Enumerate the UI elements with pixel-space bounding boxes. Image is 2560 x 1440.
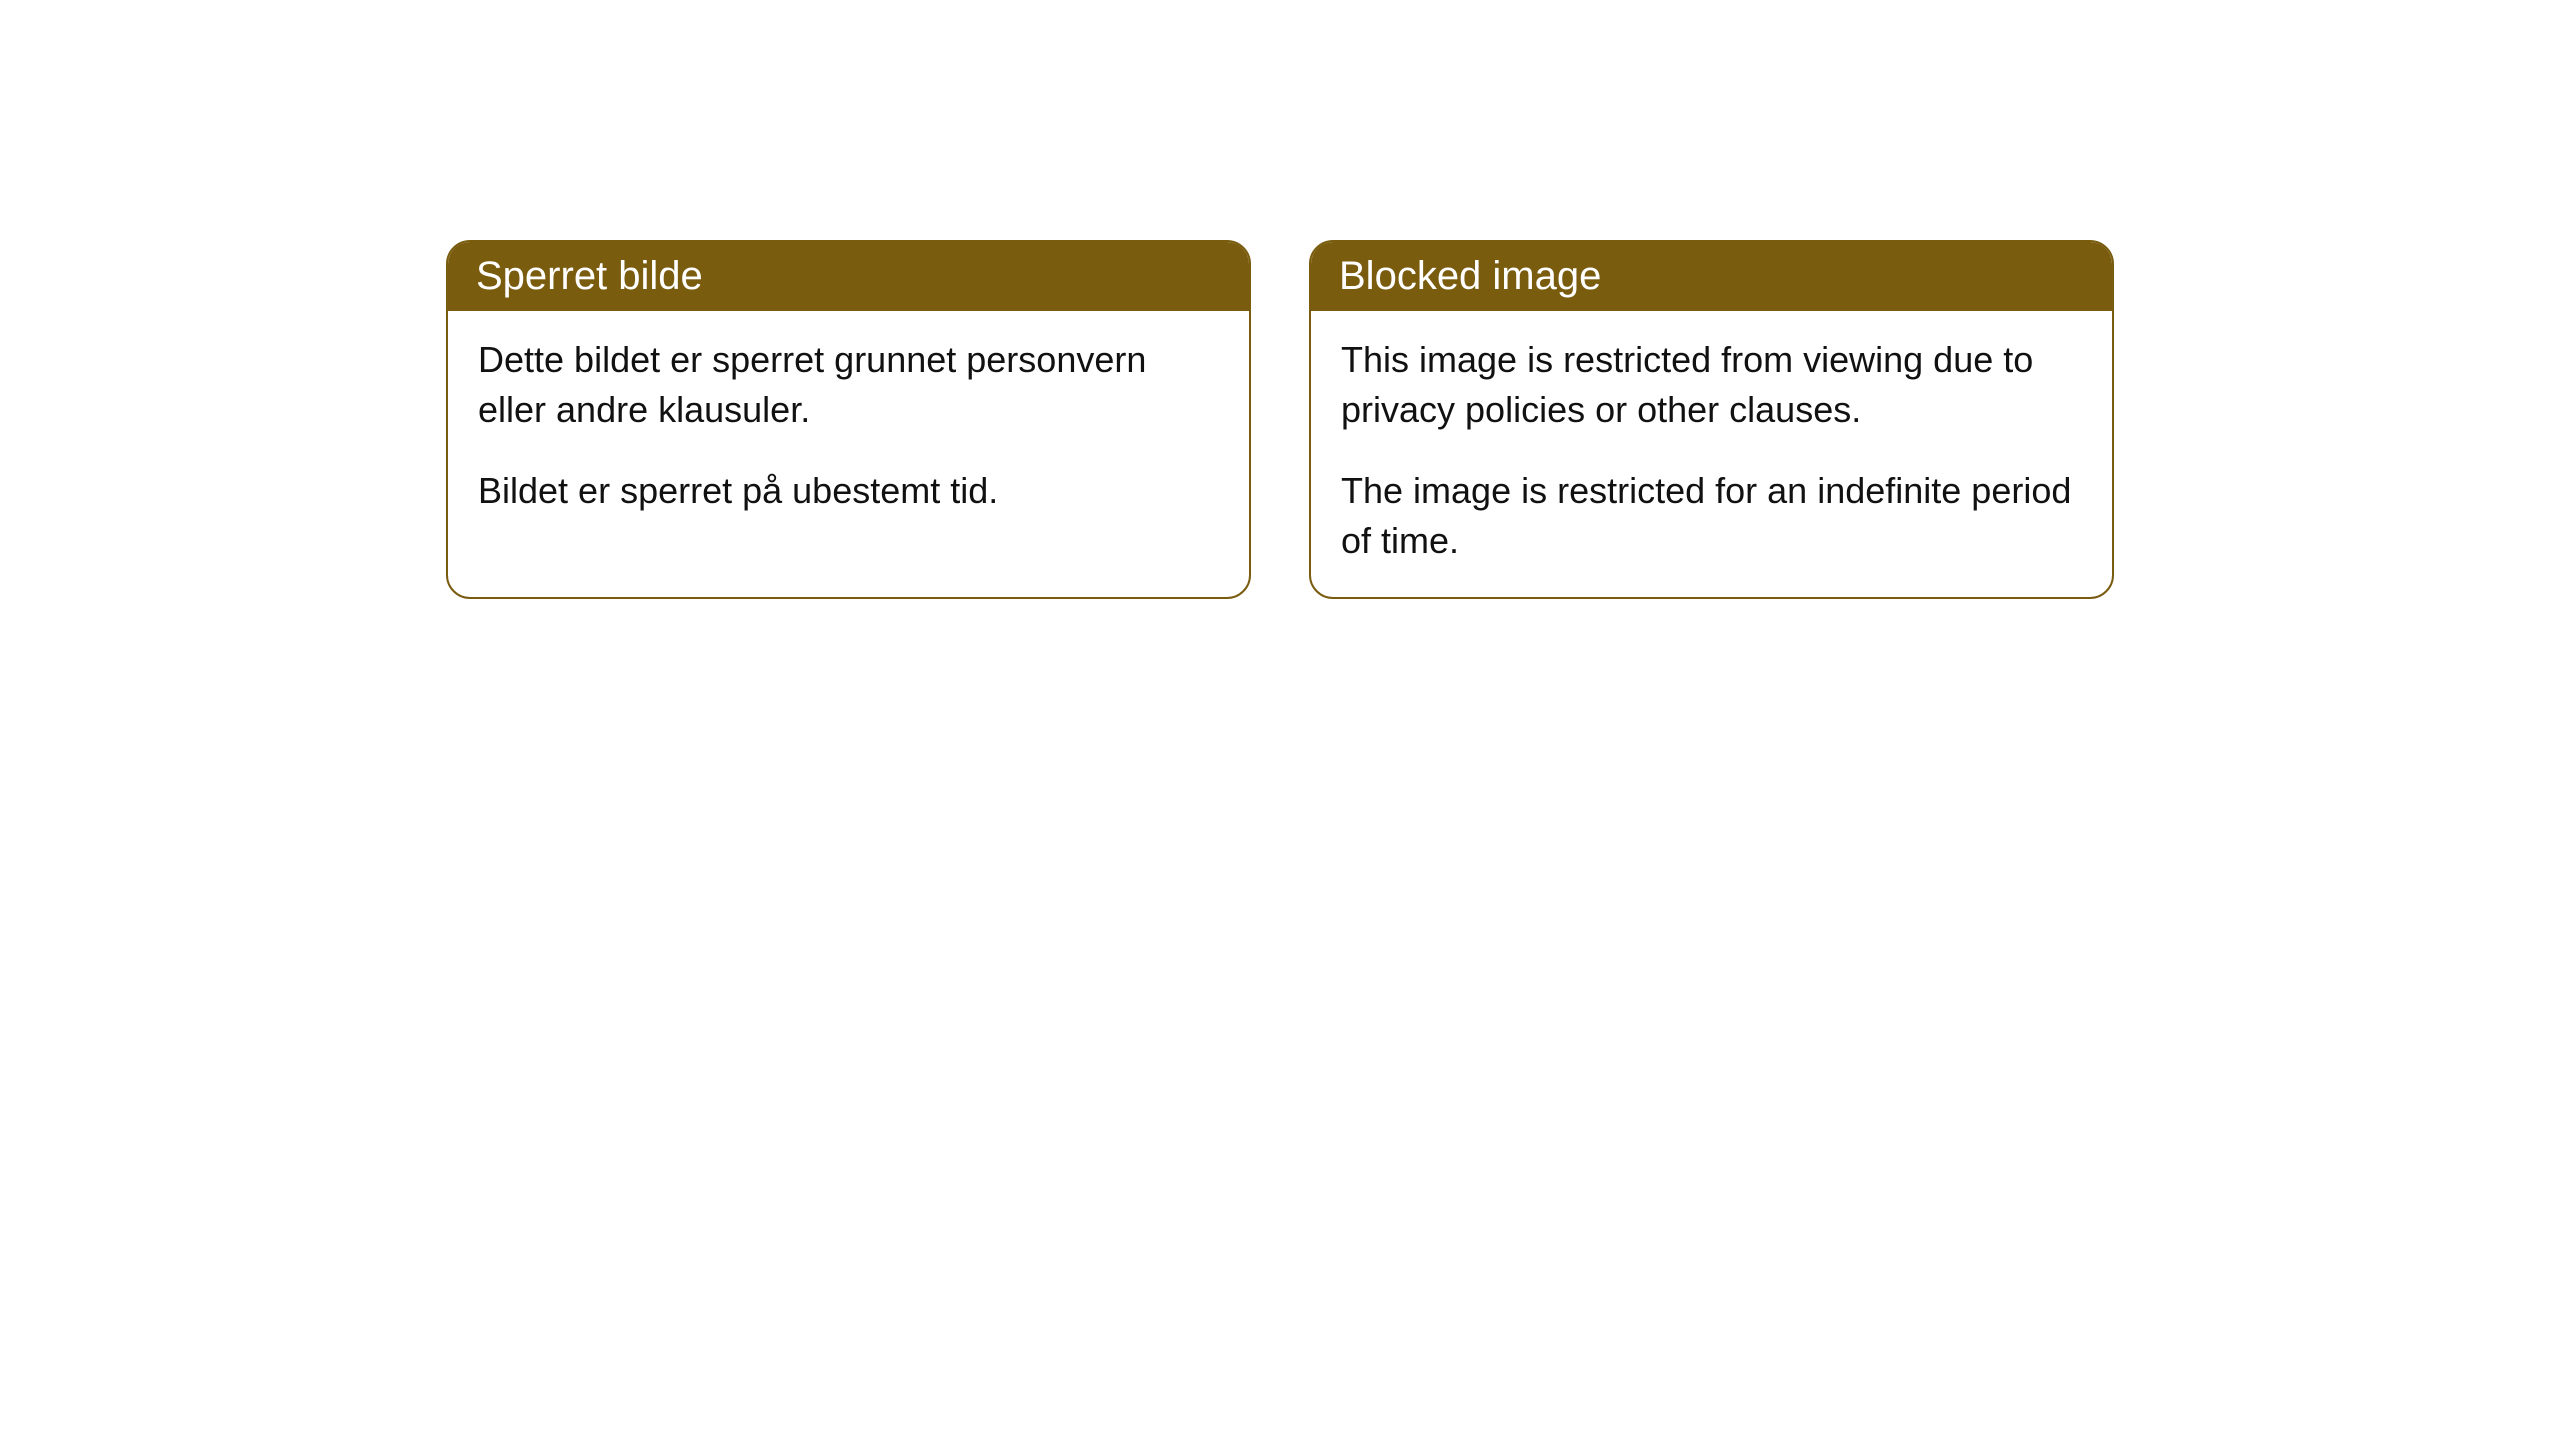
notice-body-english: This image is restricted from viewing du… <box>1311 311 2112 597</box>
notice-text: Dette bildet er sperret grunnet personve… <box>478 335 1219 436</box>
notice-text: Bildet er sperret på ubestemt tid. <box>478 466 1219 516</box>
notice-title: Sperret bilde <box>476 254 703 298</box>
notice-body-norwegian: Dette bildet er sperret grunnet personve… <box>448 311 1249 546</box>
notice-text: The image is restricted for an indefinit… <box>1341 466 2082 567</box>
notice-header-norwegian: Sperret bilde <box>448 242 1249 311</box>
notice-title: Blocked image <box>1339 254 1601 298</box>
notice-header-english: Blocked image <box>1311 242 2112 311</box>
notice-card-norwegian: Sperret bilde Dette bildet er sperret gr… <box>446 240 1251 599</box>
notice-container: Sperret bilde Dette bildet er sperret gr… <box>0 240 2560 599</box>
notice-text: This image is restricted from viewing du… <box>1341 335 2082 436</box>
notice-card-english: Blocked image This image is restricted f… <box>1309 240 2114 599</box>
